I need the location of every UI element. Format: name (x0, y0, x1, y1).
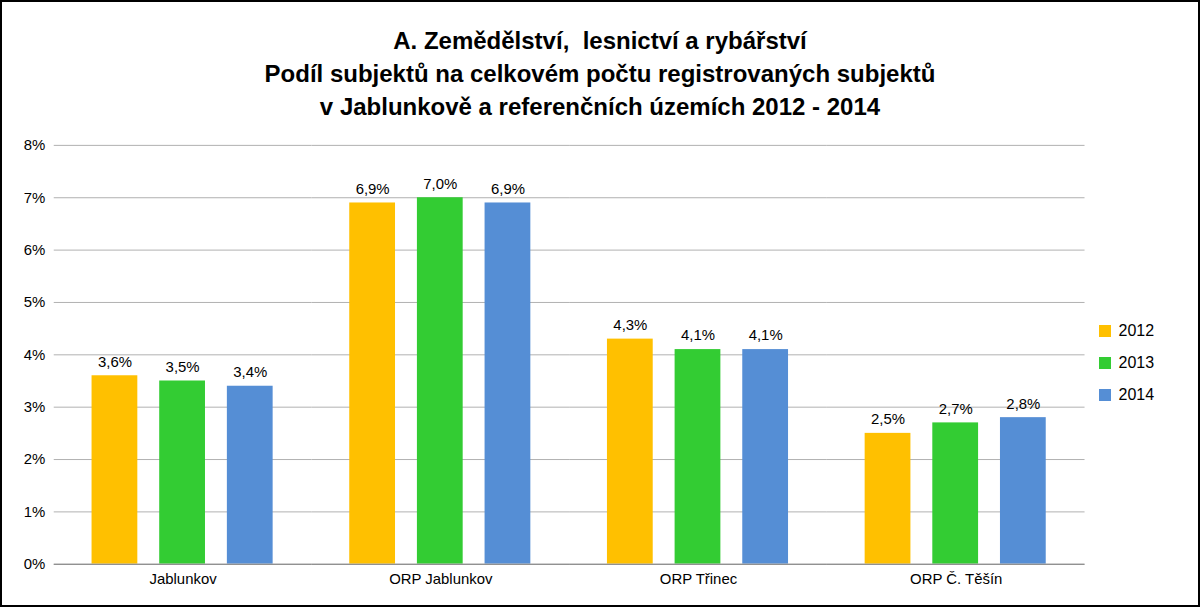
svg-text:3,4%: 3,4% (233, 363, 267, 380)
svg-text:2%: 2% (24, 451, 46, 468)
svg-text:4,1%: 4,1% (749, 327, 783, 344)
svg-text:8%: 8% (24, 136, 46, 153)
svg-text:4,3%: 4,3% (613, 316, 647, 333)
svg-text:3%: 3% (24, 398, 46, 415)
svg-text:1%: 1% (24, 503, 46, 520)
html-text:A. Zemědělství, lesnictví a ry: A. Zemědělství, lesnictví a rybářství Po… (264, 27, 936, 121)
svg-text:ORP Č. Těšín: ORP Č. Těšín (910, 570, 1002, 587)
svg-text:3,5%: 3,5% (166, 358, 200, 375)
svg-text:ORP Jablunkov: ORP Jablunkov (389, 570, 493, 587)
svg-text:0%: 0% (24, 555, 46, 572)
svg-text:7,0%: 7,0% (423, 175, 457, 192)
svg-text:2,5%: 2,5% (871, 410, 905, 427)
html-text:2014: 2014 (1118, 385, 1155, 403)
svg-text:Jablunkov: Jablunkov (150, 570, 218, 587)
svg-text:2,7%: 2,7% (939, 400, 973, 417)
svg-text:6,9%: 6,9% (491, 180, 525, 197)
svg-text:6,9%: 6,9% (356, 180, 390, 197)
svg-text:5%: 5% (24, 293, 46, 310)
svg-text:7%: 7% (24, 189, 46, 206)
svg-text:2,8%: 2,8% (1006, 395, 1040, 412)
svg-text:4%: 4% (24, 346, 46, 363)
html-text:2012: 2012 (1118, 321, 1155, 339)
html-text:2013: 2013 (1118, 353, 1155, 371)
svg-text:ORP Třinec: ORP Třinec (660, 570, 738, 587)
svg-text:4,1%: 4,1% (681, 327, 715, 344)
svg-text:3,6%: 3,6% (98, 353, 132, 370)
svg-text:6%: 6% (24, 241, 46, 258)
